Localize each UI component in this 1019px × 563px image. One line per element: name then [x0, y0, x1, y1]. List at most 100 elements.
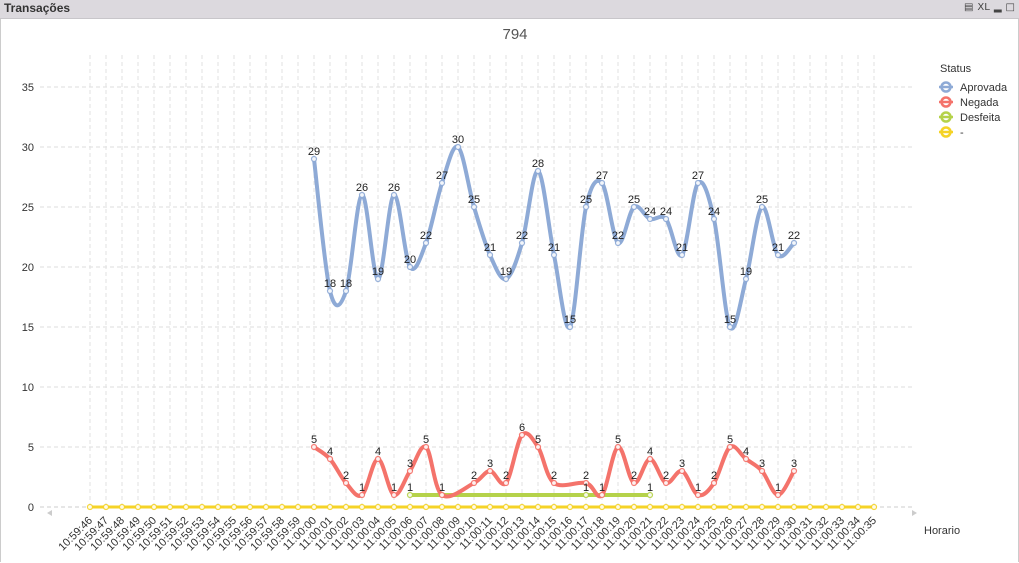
data-point-negada	[518, 431, 526, 439]
data-label-desfeita: 1	[583, 482, 589, 494]
data-label-aprovada: 18	[324, 278, 336, 290]
data-point-negada	[550, 479, 558, 487]
scroll-left-icon[interactable]	[47, 510, 52, 516]
data-label-negada: 3	[791, 458, 797, 470]
data-point-dash	[582, 503, 590, 511]
data-label-negada: 4	[375, 446, 381, 458]
data-point-negada	[678, 467, 686, 475]
data-point-dash	[214, 503, 222, 511]
data-point-negada	[534, 443, 542, 451]
data-point-dash	[838, 503, 846, 511]
data-label-negada: 4	[743, 446, 749, 458]
data-point-dash	[390, 503, 398, 511]
data-point-desfeita	[406, 491, 414, 499]
data-point-aprovada	[774, 251, 782, 259]
data-point-negada	[358, 491, 366, 499]
data-label-negada: 2	[711, 470, 717, 482]
data-label-negada: 1	[439, 482, 445, 494]
data-point-aprovada	[694, 179, 702, 187]
data-label-aprovada: 21	[484, 242, 496, 254]
data-point-aprovada	[374, 275, 382, 283]
data-point-aprovada	[710, 215, 718, 223]
data-point-negada	[614, 443, 622, 451]
data-label-aprovada: 20	[404, 254, 416, 266]
data-label-negada: 1	[599, 482, 605, 494]
data-point-dash	[198, 503, 206, 511]
data-point-dash	[118, 503, 126, 511]
xl-icon[interactable]: XL	[977, 2, 990, 13]
data-point-dash	[374, 503, 382, 511]
data-point-negada	[390, 491, 398, 499]
data-label-negada: 2	[631, 470, 637, 482]
data-point-aprovada	[630, 203, 638, 211]
data-point-negada	[646, 455, 654, 463]
data-label-negada: 2	[551, 470, 557, 482]
data-point-aprovada	[518, 239, 526, 247]
legend-item-desfeita[interactable]: Desfeita	[960, 112, 1001, 124]
data-point-dash	[790, 503, 798, 511]
data-point-aprovada	[742, 275, 750, 283]
window-titlebar: Transações ▤ XL ▂ □	[0, 0, 1019, 19]
data-point-dash	[550, 503, 558, 511]
data-point-dash	[534, 503, 542, 511]
legend-item-negada[interactable]: Negada	[960, 97, 999, 109]
data-label-aprovada: 25	[580, 194, 592, 206]
data-label-aprovada: 21	[548, 242, 560, 254]
data-point-negada	[758, 467, 766, 475]
data-label-aprovada: 27	[692, 170, 704, 182]
y-tick-label: 35	[22, 82, 34, 94]
data-label-aprovada: 30	[452, 134, 464, 146]
print-icon[interactable]: ▤	[963, 2, 974, 13]
data-label-negada: 3	[759, 458, 765, 470]
data-point-negada	[326, 455, 334, 463]
data-label-aprovada: 27	[596, 170, 608, 182]
data-point-dash	[86, 503, 94, 511]
data-point-dash	[406, 503, 414, 511]
data-label-aprovada: 19	[740, 266, 752, 278]
scroll-right-icon[interactable]	[912, 510, 917, 516]
data-point-negada	[310, 443, 318, 451]
data-point-dash	[358, 503, 366, 511]
data-point-dash	[246, 503, 254, 511]
data-point-aprovada	[726, 323, 734, 331]
data-point-aprovada	[358, 191, 366, 199]
data-point-dash	[278, 503, 286, 511]
data-point-dash	[614, 503, 622, 511]
data-label-negada: 3	[407, 458, 413, 470]
data-point-negada	[422, 443, 430, 451]
data-point-aprovada	[758, 203, 766, 211]
y-tick-label: 30	[22, 142, 34, 154]
data-point-dash	[598, 503, 606, 511]
data-point-aprovada	[614, 239, 622, 247]
data-point-negada	[342, 479, 350, 487]
data-label-negada: 2	[503, 470, 509, 482]
data-point-dash	[230, 503, 238, 511]
data-label-negada: 2	[343, 470, 349, 482]
legend-item-dash[interactable]: -	[960, 127, 964, 139]
data-label-negada: 3	[487, 458, 493, 470]
legend-item-aprovada[interactable]: Aprovada	[960, 82, 1008, 94]
data-point-dash	[854, 503, 862, 511]
minimize-icon[interactable]: ▂	[993, 2, 1002, 13]
data-label-desfeita: 1	[407, 482, 413, 494]
data-point-aprovada	[582, 203, 590, 211]
data-point-desfeita	[646, 491, 654, 499]
data-label-negada: 1	[695, 482, 701, 494]
data-point-aprovada	[550, 251, 558, 259]
data-point-dash	[646, 503, 654, 511]
data-label-negada: 2	[663, 470, 669, 482]
data-label-negada: 4	[327, 446, 333, 458]
data-label-aprovada: 15	[724, 314, 736, 326]
data-label-aprovada: 22	[516, 230, 528, 242]
data-point-aprovada	[326, 287, 334, 295]
data-point-dash	[566, 503, 574, 511]
data-label-aprovada: 29	[308, 146, 320, 158]
data-label-desfeita: 1	[647, 482, 653, 494]
maximize-icon[interactable]: □	[1005, 2, 1015, 13]
data-label-negada: 3	[679, 458, 685, 470]
data-label-aprovada: 15	[564, 314, 576, 326]
data-point-aprovada	[454, 143, 462, 151]
y-tick-label: 15	[22, 322, 34, 334]
data-label-negada: 1	[359, 482, 365, 494]
data-label-aprovada: 19	[372, 266, 384, 278]
